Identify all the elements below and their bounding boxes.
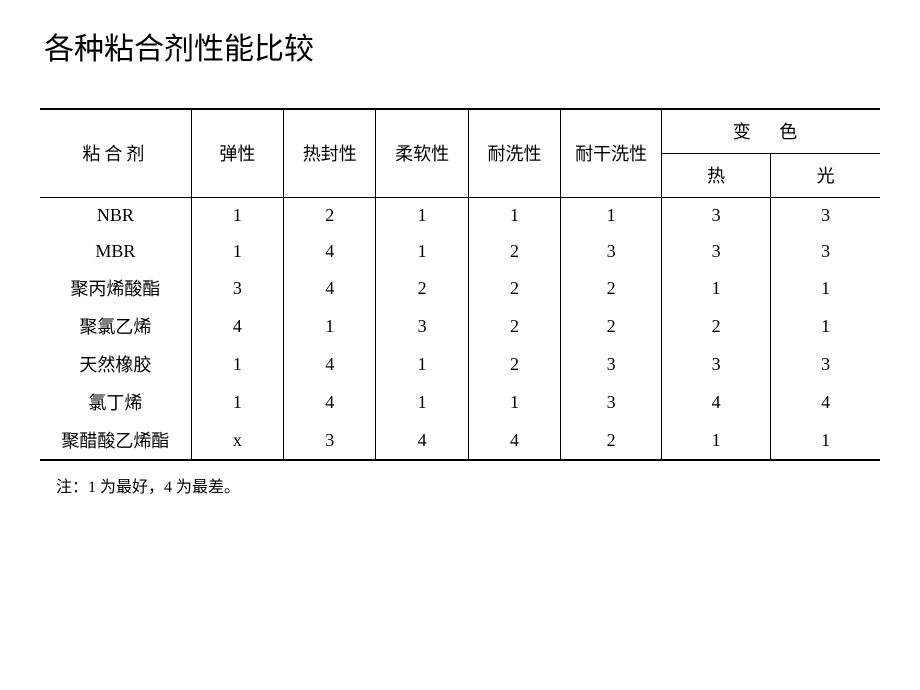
cell: 3 [662, 345, 771, 383]
col-discolor: 变 色 [662, 109, 880, 153]
cell: 1 [376, 197, 468, 233]
cell: 1 [376, 383, 468, 421]
page-title: 各种粘合剂性能比较 [44, 24, 880, 68]
cell: 3 [771, 197, 880, 233]
cell: 3 [662, 233, 771, 269]
cell: 3 [191, 269, 283, 307]
table-body: NBR 1 2 1 1 1 3 3 MBR 1 4 1 2 3 3 3 聚丙烯酸… [40, 197, 880, 460]
cell: 1 [468, 197, 560, 233]
col-discolor-heat: 热 [662, 153, 771, 197]
table-row: 聚醋酸乙烯酯 x 3 4 4 2 1 1 [40, 421, 880, 460]
cell: 1 [662, 421, 771, 460]
cell: 3 [561, 233, 662, 269]
cell: 1 [191, 197, 283, 233]
cell: 1 [284, 307, 376, 345]
row-name: 聚丙烯酸酯 [40, 269, 191, 307]
row-name: 聚醋酸乙烯酯 [40, 421, 191, 460]
col-discolor-light: 光 [771, 153, 880, 197]
cell: 1 [468, 383, 560, 421]
cell: 3 [662, 197, 771, 233]
cell: 4 [284, 269, 376, 307]
row-name: MBR [40, 233, 191, 269]
cell: 1 [771, 269, 880, 307]
cell: 4 [662, 383, 771, 421]
cell: 4 [284, 345, 376, 383]
cell: 2 [561, 307, 662, 345]
cell: 4 [284, 233, 376, 269]
table-row: MBR 1 4 1 2 3 3 3 [40, 233, 880, 269]
table-row: 氯丁烯 1 4 1 1 3 4 4 [40, 383, 880, 421]
cell: 4 [376, 421, 468, 460]
cell: 3 [771, 233, 880, 269]
table-row: 聚氯乙烯 4 1 3 2 2 2 1 [40, 307, 880, 345]
col-elasticity: 弹性 [191, 109, 283, 197]
comparison-table: 粘合剂 弹性 热封性 柔软性 耐洗性 耐干洗性 变 色 热 光 NBR 1 2 … [40, 108, 880, 461]
col-heat-seal: 热封性 [284, 109, 376, 197]
cell: 1 [561, 197, 662, 233]
cell: 1 [662, 269, 771, 307]
cell: 4 [284, 383, 376, 421]
cell: 1 [376, 345, 468, 383]
col-washability: 耐洗性 [468, 109, 560, 197]
cell: 1 [771, 307, 880, 345]
cell: 3 [561, 345, 662, 383]
cell: 3 [561, 383, 662, 421]
cell: 3 [771, 345, 880, 383]
cell: 4 [771, 383, 880, 421]
table-row: 聚丙烯酸酯 3 4 2 2 2 1 1 [40, 269, 880, 307]
cell: 1 [191, 233, 283, 269]
cell: 2 [561, 421, 662, 460]
row-name: 氯丁烯 [40, 383, 191, 421]
col-dry-clean: 耐干洗性 [561, 109, 662, 197]
col-softness: 柔软性 [376, 109, 468, 197]
cell: 2 [468, 307, 560, 345]
cell: 2 [284, 197, 376, 233]
row-name: 天然橡胶 [40, 345, 191, 383]
cell: 2 [662, 307, 771, 345]
cell: 4 [468, 421, 560, 460]
cell: 1 [771, 421, 880, 460]
cell: 4 [191, 307, 283, 345]
cell: 3 [284, 421, 376, 460]
cell: 2 [468, 345, 560, 383]
table-row: 天然橡胶 1 4 1 2 3 3 3 [40, 345, 880, 383]
cell: 1 [191, 345, 283, 383]
cell: 2 [468, 233, 560, 269]
footnote: 注：1 为最好，4 为最差。 [56, 473, 880, 497]
row-name: NBR [40, 197, 191, 233]
table-row: NBR 1 2 1 1 1 3 3 [40, 197, 880, 233]
cell: 3 [376, 307, 468, 345]
cell: 2 [561, 269, 662, 307]
cell: 2 [468, 269, 560, 307]
cell: x [191, 421, 283, 460]
cell: 1 [376, 233, 468, 269]
row-name: 聚氯乙烯 [40, 307, 191, 345]
cell: 1 [191, 383, 283, 421]
col-adhesive: 粘合剂 [40, 109, 191, 197]
cell: 2 [376, 269, 468, 307]
